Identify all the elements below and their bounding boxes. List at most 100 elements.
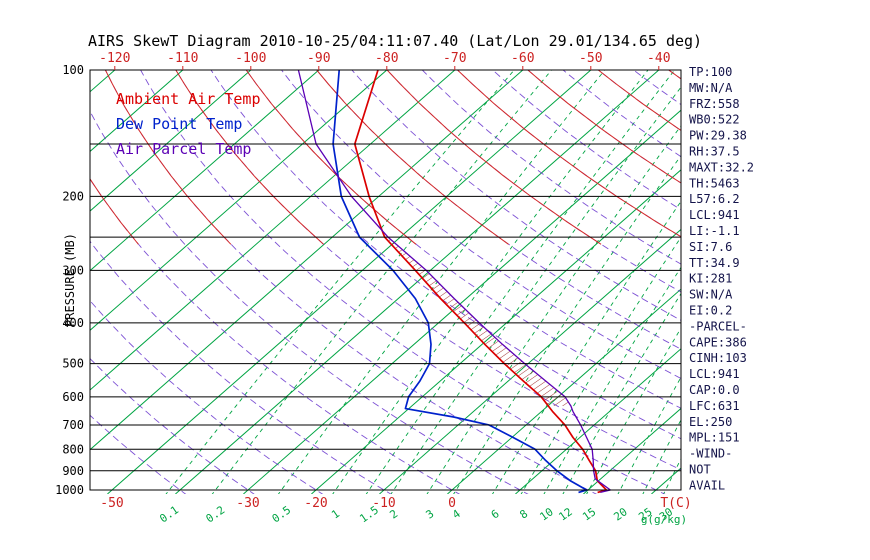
top-temp-tick-label: -100 [235, 51, 266, 66]
stat-line: -WIND- [689, 447, 732, 461]
stat-line: AVAIL [689, 478, 725, 492]
mixing-ratio-tick-label: 30 [657, 505, 675, 523]
bottom-temp-tick-label: -10 [372, 496, 395, 511]
isotherm-line [243, 109, 681, 494]
isotherm-line [379, 228, 681, 494]
dry-adiabat-line [351, 70, 681, 321]
stat-line: LI:-1.1 [689, 224, 740, 238]
top-temp-tick-label: -70 [443, 51, 466, 66]
mixing-ratio-tick-label: 1 [329, 507, 342, 521]
plot-frame [89, 69, 682, 491]
stat-line: MW:N/A [689, 81, 733, 95]
dry-adiabat-line [633, 70, 681, 106]
mixing-ratio-line [520, 236, 681, 494]
mixing-ratio-tick-label: 8 [517, 507, 530, 521]
mixing-ratio-line [277, 70, 606, 494]
mixing-ratio-line [390, 86, 681, 494]
profile-ambient-air-temp [353, 70, 608, 494]
stat-line: RH:37.5 [689, 145, 740, 159]
isotherm-line [583, 407, 681, 494]
dry-adiabat-line [90, 178, 461, 494]
top-temp-tick-label: -90 [307, 51, 330, 66]
isotherm-line [651, 467, 681, 494]
dry-adiabat-line [210, 70, 681, 440]
mixing-ratio-tick-label: 10 [537, 505, 555, 523]
stat-line: EL:250 [689, 415, 732, 429]
legend-item-label: Dew Point Temp [116, 115, 242, 133]
legend-item-label: Air Parcel Temp [116, 140, 251, 158]
dry-adiabat-line [245, 70, 681, 409]
dry-adiabat-line [140, 70, 666, 494]
mixing-ratio-line [426, 125, 681, 494]
isotherm-line [107, 70, 592, 494]
top-temp-tick-label: -110 [167, 51, 198, 66]
mixing-ratio-line [492, 200, 681, 494]
mixing-ratio-tick-label: 4 [450, 507, 463, 522]
isotherm-line [90, 70, 320, 272]
stat-line: EI:0.2 [689, 304, 732, 318]
isotherm-line [311, 169, 681, 494]
mixing-ratio-line [453, 154, 681, 494]
moist-adiabat-line [90, 178, 139, 245]
pressure-tick-label: 600 [62, 390, 84, 404]
isotherm-line [90, 70, 524, 451]
dry-adiabat-line [281, 70, 681, 380]
moist-adiabat-line [386, 70, 602, 245]
moist-adiabat-line [104, 70, 232, 245]
mixing-ratio-line [365, 70, 675, 494]
stat-line: LCL:941 [689, 208, 740, 222]
moist-adiabat-line [810, 70, 870, 244]
pressure-tick-label: 300 [62, 263, 84, 277]
pressure-tick-label: 400 [62, 316, 84, 330]
dry-adiabat-line [104, 70, 598, 494]
stat-line: NOT [689, 463, 711, 477]
pressure-tick-label: 900 [62, 464, 84, 478]
mixing-ratio-tick-label: 6 [489, 507, 502, 521]
top-temp-tick-label: -60 [511, 51, 534, 66]
dry-adiabat-line [316, 70, 681, 350]
isotherm-line [0, 70, 47, 494]
bottom-temp-tick-label: -20 [304, 496, 327, 511]
stat-line: CAPE:386 [689, 335, 747, 349]
mixing-ratio-tick-label: 0.5 [270, 503, 294, 525]
temp-unit-label: T(C) [660, 496, 691, 511]
stat-line: CAP:0.0 [689, 383, 740, 397]
mixing-ratio-tick-label: 0.2 [204, 503, 228, 525]
moist-adiabat-line [739, 70, 870, 244]
pressure-tick-label: 700 [62, 418, 84, 432]
top-temp-tick-label: -120 [99, 51, 130, 66]
mixing-ratio-line [642, 418, 681, 494]
dry-adiabat-line [90, 110, 529, 494]
stat-line: WB0:522 [689, 113, 740, 127]
isotherm-line [90, 70, 116, 93]
isotherm-line [90, 70, 184, 153]
dry-adiabat-line [90, 357, 255, 494]
stat-line: L57:6.2 [689, 192, 740, 206]
stat-line: MAXT:32.2 [689, 160, 754, 174]
stat-line: TP:100 [689, 65, 732, 79]
stat-line: FRZ:558 [689, 97, 740, 111]
mixing-ratio-tick-label: 20 [611, 505, 629, 523]
stat-line: KI:281 [689, 272, 732, 286]
stat-line: SW:N/A [689, 288, 733, 302]
bottom-temp-tick-label: -30 [236, 496, 259, 511]
pressure-tick-label: 500 [62, 357, 84, 371]
mixing-unit-label: g(g/kg) [641, 513, 687, 526]
mixing-ratio-tick-label: 25 [636, 505, 654, 523]
moist-adiabat-line [597, 70, 681, 132]
mixing-ratio-line [332, 70, 649, 494]
moist-adiabat-line [457, 70, 681, 238]
bottom-temp-tick-label: 0 [448, 496, 456, 511]
stat-line: -PARCEL- [689, 319, 747, 333]
pressure-tick-label: 200 [62, 189, 84, 203]
pressure-tick-label: 1000 [55, 483, 84, 497]
stat-line: CINH:103 [689, 351, 747, 365]
isotherm-line [175, 70, 660, 494]
bottom-temp-tick-label: -50 [100, 496, 123, 511]
isotherm-line [515, 348, 681, 494]
stat-line: TH:5463 [689, 176, 740, 190]
mixing-ratio-tick-label: 3 [423, 507, 436, 521]
dry-adiabat-line [421, 70, 681, 265]
stat-line: PW:29.38 [689, 129, 747, 143]
